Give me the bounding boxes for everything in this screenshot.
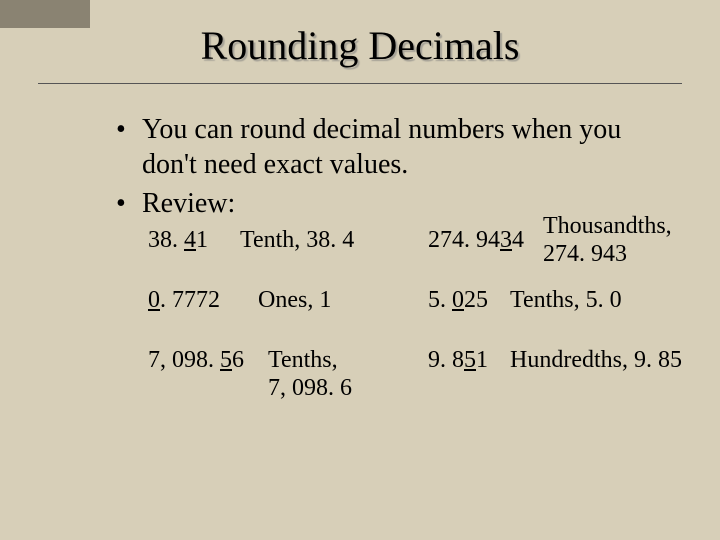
answer-line: 274. 943 [543, 241, 627, 267]
num-post: 1 [476, 347, 488, 373]
answer-line: 7, 098. 6 [268, 375, 352, 401]
num-post: 6 [232, 347, 244, 373]
num-post: 4 [512, 227, 524, 253]
num-pre: 5. [428, 287, 452, 313]
answer-line: Thousandths, [543, 213, 672, 239]
num-post: . 7772 [160, 287, 220, 313]
corner-shadow [0, 0, 90, 28]
example-answer: Tenths, 5. 0 [510, 287, 710, 315]
num-underlined: 0 [452, 287, 464, 313]
examples-grid: 38. 41 Tenth, 38. 4 274. 9434 Thousandth… [148, 227, 672, 487]
answer-line: Tenths, [268, 347, 338, 373]
num-underlined: 3 [500, 227, 512, 253]
example-number: 7, 098. 56 [148, 347, 258, 375]
example-number: 274. 9434 [428, 227, 538, 255]
example-number: 9. 851 [428, 347, 508, 375]
num-pre: 9. 8 [428, 347, 464, 373]
example-number: 5. 025 [428, 287, 508, 315]
example-answer: Tenths,7, 098. 6 [268, 347, 398, 402]
num-pre: 38. [148, 227, 184, 253]
slide-title: Rounding Decimals [0, 0, 720, 83]
slide: Rounding Decimals You can round decimal … [0, 0, 720, 540]
example-answer: Ones, 1 [258, 287, 388, 315]
example-number: 38. 41 [148, 227, 238, 255]
content-area: You can round decimal numbers when you d… [0, 84, 720, 487]
example-answer: Hundredths, 9. 85 [510, 347, 720, 375]
bullet-list: You can round decimal numbers when you d… [116, 112, 662, 221]
num-underlined: 4 [184, 227, 196, 253]
bullet-item: You can round decimal numbers when you d… [116, 112, 662, 182]
num-pre: 7, 098. [148, 347, 220, 373]
num-pre: 274. 94 [428, 227, 500, 253]
example-answer: Tenth, 38. 4 [240, 227, 390, 255]
num-underlined: 5 [464, 347, 476, 373]
num-underlined: 5 [220, 347, 232, 373]
example-number: 0. 7772 [148, 287, 243, 315]
example-answer: Thousandths,274. 943 [543, 213, 720, 268]
num-post: 25 [464, 287, 488, 313]
num-post: 1 [196, 227, 208, 253]
num-underlined: 0 [148, 287, 160, 313]
